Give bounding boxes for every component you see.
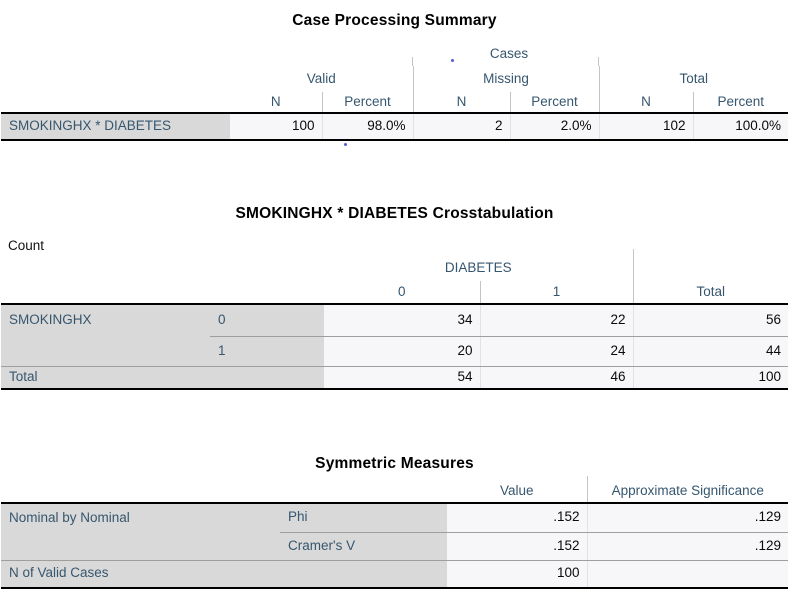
case-processing-title: Case Processing Summary [292, 12, 497, 29]
table-row: N of Valid Cases 100 [1, 560, 788, 589]
total-row-label: Total [1, 366, 324, 390]
cases-spanner-row: Cases [1, 42, 789, 66]
row-label: 0 [210, 303, 324, 337]
row-label: N of Valid Cases [1, 560, 447, 589]
table-row: SMOKINGHX 0 34 22 56 [1, 303, 788, 337]
table-cell: .129 [586, 502, 788, 533]
table-cell: 2.0% [509, 112, 599, 141]
column-header: N [230, 92, 322, 113]
column-header: Total [632, 281, 788, 304]
missing-group-label: Missing [412, 66, 599, 92]
header-divider-line [412, 57, 413, 66]
table-row: Cramer's V .152 .129 [1, 532, 788, 561]
table-row: Nominal by Nominal Phi .152 .129 [1, 502, 788, 533]
table-cell: 22 [479, 303, 633, 337]
header-divider-line [587, 476, 588, 480]
column-header-row: N Percent N Percent N Percent [1, 92, 789, 113]
header-divider-line [633, 249, 634, 255]
total-row: Total 54 46 100 [1, 366, 788, 390]
symmetric-measures-title: Symmetric Measures [315, 455, 474, 472]
column-header-row: 0 1 Total [1, 281, 788, 304]
total-group-label: Total [598, 66, 789, 92]
column-header: Approximate Significance [586, 480, 788, 503]
column-header: N [598, 92, 693, 113]
table-cell: 54 [324, 366, 480, 390]
table-cell: .152 [447, 532, 587, 561]
section-header-row: Valid Missing Total [1, 66, 789, 92]
header-divider-line [598, 57, 599, 66]
table-cell: 100 [447, 560, 587, 589]
crosstab-title: SMOKINGHX * DIABETES Crosstabulation [235, 205, 554, 222]
table-cell: 24 [479, 336, 633, 367]
column-header: Value [447, 480, 587, 503]
diabetes-spanner-label: DIABETES [324, 255, 633, 281]
table-cell: 102 [598, 112, 693, 141]
table-cell: 46 [479, 366, 633, 390]
column-header: 0 [324, 281, 480, 304]
table-row: SMOKINGHX * DIABETES 100 98.0% 2 2.0% 10… [1, 112, 789, 141]
row-label: 1 [210, 336, 324, 367]
table-cell [586, 560, 788, 589]
row-label: SMOKINGHX * DIABETES [1, 112, 230, 141]
table-row: 1 20 24 44 [1, 336, 788, 367]
case-processing-table: Cases Valid Missing Total N Percent N Pe… [1, 42, 789, 141]
valid-group-label: Valid [230, 66, 413, 92]
count-label: Count [8, 238, 45, 253]
row-label: Phi [280, 502, 447, 533]
symmetric-measures-table: Value Approximate Significance Nominal b… [1, 480, 788, 589]
column-header: 1 [479, 281, 633, 304]
table-cell: 56 [632, 303, 788, 337]
corner-empty-cell [1, 42, 230, 66]
column-header-row: Value Approximate Significance [1, 480, 788, 503]
column-header: Percent [509, 92, 599, 113]
table-cell: .152 [447, 502, 587, 533]
row-group-label: SMOKINGHX [1, 303, 210, 336]
table-cell: 2 [412, 112, 510, 141]
column-header: Percent [321, 92, 413, 113]
table-cell: .129 [586, 532, 788, 561]
column-header: N [412, 92, 510, 113]
table-cell: 34 [324, 303, 480, 337]
table-cell: 44 [632, 336, 788, 367]
table-cell: 98.0% [321, 112, 413, 141]
cases-spanner-label: Cases [230, 42, 789, 66]
table-cell: 20 [324, 336, 480, 367]
row-label: Cramer's V [280, 532, 447, 561]
table-cell: 100.0% [692, 112, 789, 141]
spanner-row: DIABETES [1, 255, 788, 281]
column-header: Percent [692, 92, 789, 113]
artifact-dot [451, 59, 454, 62]
row-group-label: Nominal by Nominal [1, 502, 280, 532]
crosstab-table: DIABETES 0 1 Total SMOKINGHX 0 34 22 56 … [1, 255, 788, 390]
table-cell: 100 [230, 112, 322, 141]
artifact-dot [344, 143, 347, 146]
table-cell: 100 [632, 366, 788, 390]
